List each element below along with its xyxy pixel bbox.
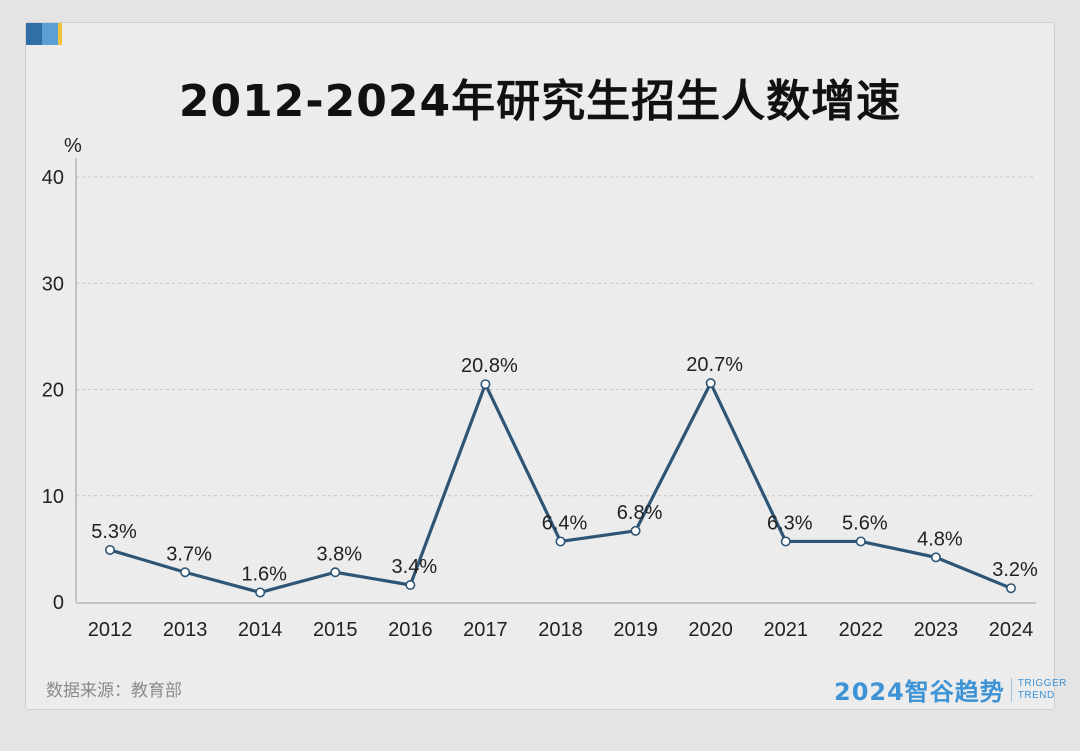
x-tick-label: 2013	[163, 619, 208, 641]
data-point	[855, 536, 866, 547]
data-point	[705, 378, 716, 389]
corner-tab-decoration	[26, 23, 62, 45]
data-point	[480, 379, 491, 390]
data-label: 6.8%	[617, 502, 663, 524]
x-tick-label: 2012	[88, 619, 133, 641]
chart-title: 2012-2024年研究生招生人数增速	[178, 76, 902, 127]
x-tick-label: 2019	[613, 619, 658, 641]
data-label: 5.3%	[91, 521, 137, 543]
y-tick-label: 40	[42, 167, 64, 189]
data-label: 3.8%	[316, 543, 362, 565]
data-label: 6.4%	[542, 512, 588, 534]
brand-subtitle-line2: TREND	[1017, 689, 1055, 701]
data-label: 3.2%	[992, 559, 1038, 581]
data-point	[255, 587, 266, 598]
brand-logo: 2024智谷趋势 TRIGGER TREND	[834, 672, 1067, 707]
brand-divider	[1010, 677, 1012, 702]
data-source-note: 数据来源：教育部	[46, 681, 182, 701]
data-point	[780, 536, 791, 547]
data-point	[555, 536, 566, 547]
brand-subtitle: TRIGGER TREND	[1018, 678, 1067, 702]
data-label: 3.4%	[392, 556, 438, 578]
series-line	[108, 381, 1013, 595]
data-label: 20.7%	[686, 354, 743, 376]
y-axis-unit-label: %	[64, 135, 82, 157]
y-tick-label: 30	[42, 273, 64, 295]
data-label: 4.8%	[917, 528, 963, 550]
data-label: 6.3%	[767, 512, 813, 534]
data-label: 1.6%	[241, 563, 287, 585]
brand-name: 2024智谷趋势	[834, 678, 1005, 706]
y-tick-label: 10	[42, 486, 64, 508]
data-point	[405, 579, 416, 590]
data-label: 5.6%	[842, 512, 888, 534]
chart-card	[25, 22, 1055, 710]
data-label: 20.8%	[461, 355, 518, 377]
data-point	[630, 525, 641, 536]
x-tick-label: 2023	[914, 619, 959, 641]
x-tick-label: 2018	[538, 619, 583, 641]
x-tick-label: 2021	[764, 619, 809, 641]
data-point	[105, 544, 116, 555]
y-tick-label: 0	[53, 592, 64, 614]
brand-subtitle-line1: TRIGGER	[1017, 677, 1067, 689]
data-point	[330, 567, 341, 578]
x-tick-label: 2015	[313, 619, 358, 641]
x-tick-label: 2016	[388, 619, 433, 641]
data-point	[930, 552, 941, 563]
x-tick-label: 2020	[688, 619, 733, 641]
data-point	[180, 567, 191, 578]
data-label: 3.7%	[166, 543, 212, 565]
x-tick-label: 2024	[989, 619, 1034, 641]
x-tick-label: 2014	[238, 619, 283, 641]
data-point	[1005, 583, 1016, 594]
x-tick-label: 2022	[839, 619, 884, 641]
y-tick-label: 20	[42, 380, 64, 402]
x-tick-label: 2017	[463, 619, 508, 641]
